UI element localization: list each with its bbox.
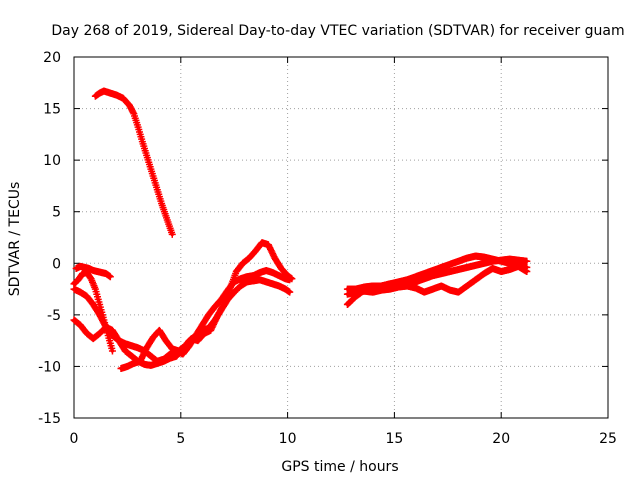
x-axis-label: GPS time / hours [281, 459, 398, 475]
y-tick-label: 0 [52, 256, 61, 272]
y-axis-label: SDTVAR / TECUs [7, 182, 23, 297]
y-tick-label: -10 [38, 359, 61, 375]
data-point [523, 257, 531, 265]
x-tick-label: 20 [492, 431, 510, 447]
data-point [288, 275, 296, 283]
series-arc-6 [117, 239, 296, 372]
series-arc-9 [343, 262, 531, 298]
y-tick-labels: -15 -10 -5 0 5 10 15 20 [38, 50, 61, 427]
y-tick-label: 5 [52, 205, 61, 221]
x-tick-label: 15 [385, 431, 403, 447]
axis-ticks [73, 56, 609, 419]
y-tick-label: -5 [47, 308, 61, 324]
series-arc-2 [72, 262, 114, 281]
y-tick-label: -15 [38, 411, 61, 427]
chart-title: Day 268 of 2019, Sidereal Day-to-day VTE… [51, 23, 624, 39]
x-tick-labels: 0 5 10 15 20 25 [70, 431, 617, 447]
x-tick-label: 5 [176, 431, 185, 447]
x-tick-label: 10 [279, 431, 297, 447]
data-series [70, 87, 531, 372]
data-point [286, 288, 294, 296]
series-arc-1 [91, 87, 176, 238]
y-tick-label: 10 [43, 153, 61, 169]
data-point [168, 230, 176, 238]
data-point [523, 268, 531, 276]
y-tick-label: 20 [43, 50, 61, 66]
plot-frame [73, 56, 609, 419]
data-point [108, 347, 116, 355]
data-point [106, 273, 114, 281]
x-tick-label: 0 [70, 431, 79, 447]
x-tick-label: 25 [599, 431, 617, 447]
y-tick-label: 15 [43, 102, 61, 118]
